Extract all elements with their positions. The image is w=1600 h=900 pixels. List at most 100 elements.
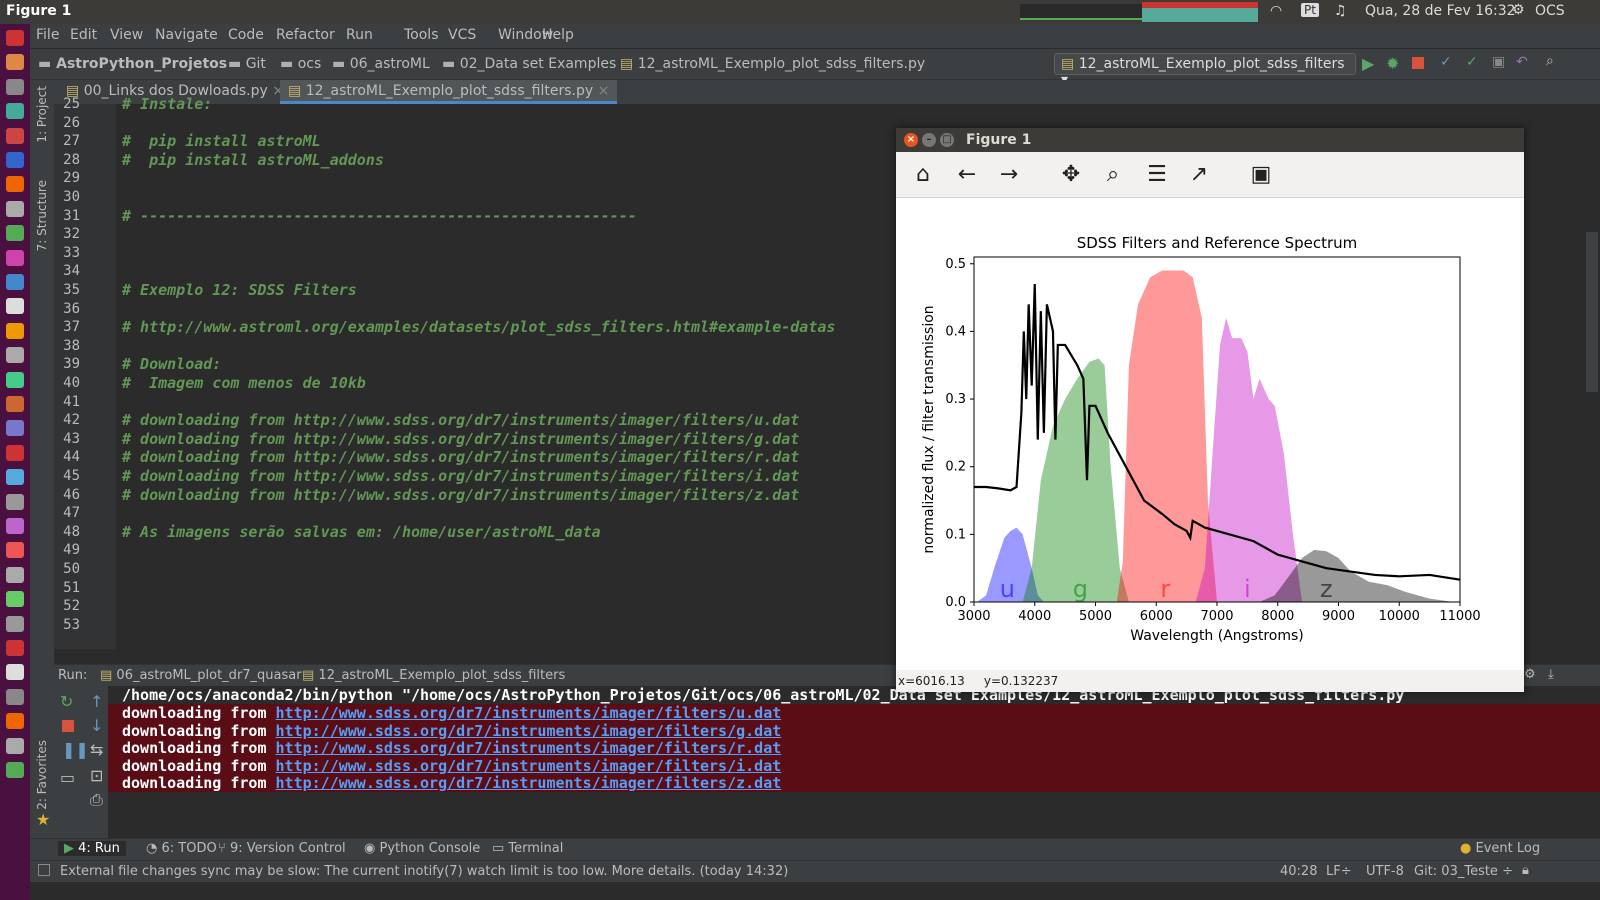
- editor-scrollbar[interactable]: [1586, 232, 1598, 392]
- launcher-app-icon[interactable]: [6, 493, 24, 510]
- code-line[interactable]: # Instale:: [122, 95, 213, 113]
- close-icon[interactable]: ×: [597, 83, 610, 99]
- wifi-icon[interactable]: ◠: [1270, 3, 1283, 19]
- launcher-app-icon[interactable]: [6, 591, 24, 608]
- back-icon[interactable]: ←: [957, 162, 977, 187]
- home-icon[interactable]: ⌂: [916, 162, 930, 187]
- launcher-app-icon[interactable]: [6, 396, 24, 412]
- breadcrumb-item[interactable]: ▬ 02_Data set Examples: [442, 56, 616, 72]
- launcher-app-icon[interactable]: [6, 127, 24, 144]
- vcs-history-icon[interactable]: ▣: [1492, 54, 1506, 70]
- launcher-app-icon[interactable]: [6, 688, 24, 705]
- pause-icon[interactable]: ❚❚: [62, 740, 89, 759]
- code-line[interactable]: # pip install astroML: [122, 132, 321, 151]
- project-tool-button[interactable]: 1: Project: [35, 86, 49, 143]
- tool-tab[interactable]: ◉ Python Console: [364, 841, 480, 856]
- console-link[interactable]: http://www.sdss.org/dr7/instruments/imag…: [275, 721, 782, 740]
- launcher-app-icon[interactable]: [6, 249, 24, 266]
- launcher-app-icon[interactable]: [6, 640, 24, 656]
- stop-icon[interactable]: [1412, 57, 1424, 69]
- pin-icon[interactable]: ⊡: [90, 766, 104, 785]
- menu-window[interactable]: Window: [498, 27, 554, 43]
- print-icon[interactable]: ⎙: [90, 790, 103, 809]
- minimize-button[interactable]: –: [922, 133, 936, 147]
- run-tab-quasar[interactable]: ▤ 06_astroML_plot_dr7_quasar: [100, 668, 302, 683]
- tab-active-file[interactable]: ▤ 12_astroML_Exemplo_plot_sdss_filters.p…: [280, 80, 618, 104]
- edit-curves-icon[interactable]: ↗: [1189, 162, 1209, 187]
- down-icon[interactable]: ↓: [90, 716, 104, 735]
- launcher-app-icon[interactable]: [6, 737, 24, 754]
- tool-tab[interactable]: ▶ 4: Run: [58, 841, 126, 856]
- menu-help[interactable]: Help: [542, 27, 574, 43]
- vcs-commit-icon[interactable]: ✓: [1466, 54, 1478, 70]
- breadcrumb-item[interactable]: ▬ ocs: [280, 56, 321, 72]
- tool-tab[interactable]: ◔ 6: TODO: [146, 841, 217, 856]
- menu-refactor[interactable]: Refactor: [276, 27, 335, 43]
- sdss-filters-chart[interactable]: u g r i z 3000 4000 5000 6000 7000 8000 9000 10000 11…: [896, 200, 1524, 670]
- console-link[interactable]: http://www.sdss.org/dr7/instruments/imag…: [275, 774, 782, 793]
- launcher-app-icon[interactable]: [6, 347, 24, 364]
- menu-file[interactable]: File: [36, 27, 60, 43]
- status-toggle-icon[interactable]: [38, 864, 50, 876]
- launcher-app-icon[interactable]: [6, 152, 24, 168]
- launcher-app-icon[interactable]: [6, 542, 24, 559]
- launcher-app-icon[interactable]: [6, 518, 24, 534]
- launcher-app-icon[interactable]: [6, 78, 24, 95]
- keyboard-indicator[interactable]: Pt: [1301, 3, 1319, 17]
- launcher-app-icon[interactable]: [6, 664, 24, 681]
- launcher-app-icon[interactable]: [6, 225, 24, 242]
- launcher-app-icon[interactable]: [6, 322, 24, 339]
- tool-tab[interactable]: ⑂ 9: Version Control: [218, 841, 346, 856]
- code-line[interactable]: # pip install astroML_addons: [122, 150, 384, 169]
- pan-icon[interactable]: ✥: [1061, 162, 1081, 187]
- tool-tab[interactable]: ▭ Terminal: [492, 841, 563, 856]
- launcher-app-icon[interactable]: [6, 30, 24, 46]
- line-separator[interactable]: LF÷: [1326, 864, 1352, 879]
- menu-view[interactable]: View: [110, 27, 144, 43]
- launcher-app-icon[interactable]: [6, 566, 24, 583]
- vcs-update-icon[interactable]: ✓: [1440, 54, 1452, 70]
- code-line[interactable]: # http://www.astroml.org/examples/datase…: [122, 318, 836, 337]
- up-icon[interactable]: ↑: [90, 692, 104, 711]
- breadcrumb-item[interactable]: ▬ AstroPython_Projetos: [38, 56, 227, 72]
- console-link[interactable]: http://www.sdss.org/dr7/instruments/imag…: [275, 739, 782, 758]
- favorites-tool-button[interactable]: 2: Favorites: [35, 740, 49, 810]
- breadcrumb-item[interactable]: ▬ Git: [228, 56, 266, 72]
- code-line[interactable]: # Imagem com menos de 10kb: [122, 374, 366, 392]
- launcher-app-icon[interactable]: [6, 54, 24, 71]
- forward-icon[interactable]: →: [999, 162, 1019, 187]
- status-message[interactable]: External file changes sync may be slow: …: [60, 864, 789, 879]
- tab-links[interactable]: ▤ 00_Links dos Dowloads.py ×: [58, 80, 292, 104]
- launcher-app-icon[interactable]: [6, 371, 24, 388]
- menu-edit[interactable]: Edit: [70, 27, 98, 43]
- volume-icon[interactable]: ♫: [1334, 3, 1347, 19]
- code-line[interactable]: # downloading from http://www.sdss.org/d…: [122, 411, 800, 430]
- wrap-icon[interactable]: ⇆: [90, 740, 104, 759]
- search-icon[interactable]: ⌕: [1546, 53, 1554, 69]
- file-encoding[interactable]: UTF-8: [1366, 864, 1404, 879]
- launcher-app-icon[interactable]: [6, 103, 24, 120]
- settings-icon[interactable]: ⚙: [1524, 667, 1536, 682]
- stop-icon[interactable]: [62, 720, 74, 732]
- git-branch[interactable]: Git: 03_Teste ÷: [1414, 864, 1513, 879]
- hide-icon[interactable]: ⤓: [1548, 667, 1554, 682]
- configure-subplots-icon[interactable]: ☰: [1147, 162, 1167, 187]
- code-line[interactable]: # downloading from http://www.sdss.org/d…: [122, 429, 800, 448]
- breadcrumb-item[interactable]: ▬ 06_astroML: [332, 56, 430, 72]
- event-log-button[interactable]: ● Event Log: [1460, 841, 1540, 856]
- run-tab-sdss[interactable]: ▤ 12_astroML_Exemplo_plot_sdss_filters: [302, 668, 565, 683]
- layout-icon[interactable]: ▭: [60, 768, 76, 787]
- code-line[interactable]: # downloading from http://www.sdss.org/d…: [122, 467, 800, 485]
- maximize-button[interactable]: □: [940, 133, 954, 147]
- launcher-app-icon[interactable]: [6, 200, 24, 217]
- console-link[interactable]: http://www.sdss.org/dr7/instruments/imag…: [275, 756, 782, 775]
- menu-navigate[interactable]: Navigate: [155, 27, 218, 43]
- breadcrumb-item[interactable]: ▤ 12_astroML_Exemplo_plot_sdss_filters.p…: [620, 56, 925, 72]
- code-line[interactable]: # Download:: [122, 355, 222, 374]
- launcher-app-icon[interactable]: [6, 298, 24, 315]
- launcher-app-icon[interactable]: [6, 762, 24, 778]
- close-button[interactable]: ×: [904, 133, 918, 147]
- rerun-icon[interactable]: ↻: [60, 692, 74, 711]
- code-line[interactable]: # downloading from http://www.sdss.org/d…: [122, 448, 800, 467]
- structure-tool-button[interactable]: 7: Structure: [35, 180, 49, 252]
